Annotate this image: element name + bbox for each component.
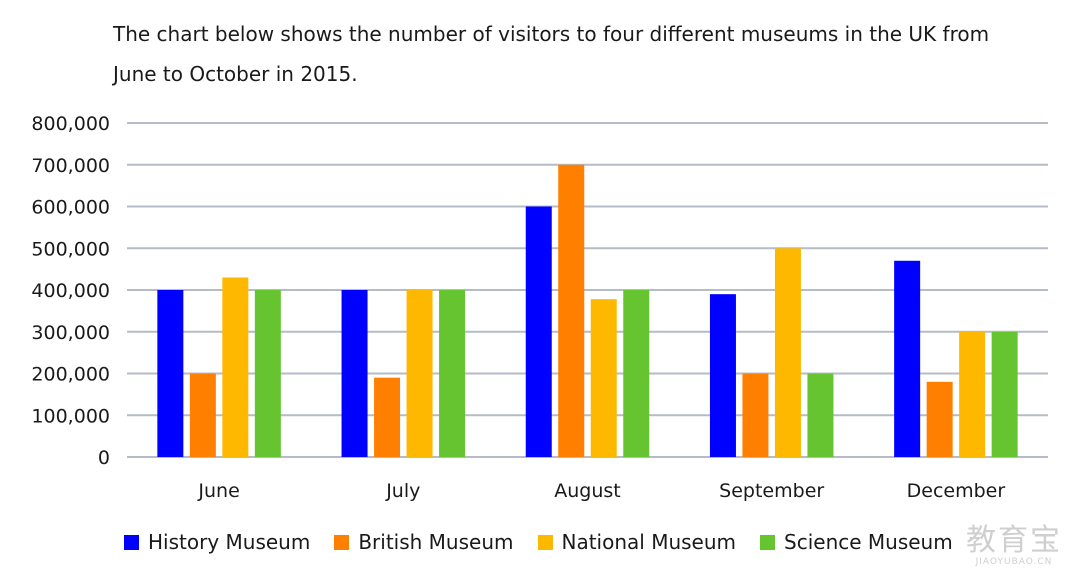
- bar: [341, 290, 368, 457]
- bar: [525, 206, 552, 457]
- bar: [742, 373, 769, 457]
- bar-chart: 0 100,000 200,000 300,000 400,000 500,000 600,…: [31, 113, 1048, 502]
- bar: [222, 277, 249, 457]
- watermark-logo: 教育宝 JIAOYUBAO.CN: [966, 523, 1062, 568]
- y-tick-label: 100,000: [31, 405, 110, 427]
- legend-label-british: British Museum: [358, 530, 514, 554]
- x-tick-label: July: [385, 480, 420, 502]
- bar: [558, 164, 585, 457]
- y-tick-label: 700,000: [31, 155, 110, 177]
- chart-legend: History Museum British Museum National M…: [124, 530, 977, 554]
- x-tick-label: December: [907, 480, 1006, 502]
- bar: [157, 290, 184, 457]
- bar: [189, 373, 216, 457]
- y-tick-label: 800,000: [31, 113, 110, 135]
- x-tick-label: June: [197, 480, 239, 502]
- y-tick-label: 0: [98, 447, 110, 469]
- legend-swatch-history: [124, 534, 139, 550]
- bar: [959, 331, 986, 457]
- bar: [709, 294, 736, 457]
- bar: [807, 373, 834, 457]
- legend-item-history: History Museum: [124, 530, 310, 554]
- bar: [623, 290, 650, 457]
- bar: [991, 331, 1018, 457]
- legend-label-national: National Museum: [561, 530, 737, 554]
- bar: [406, 290, 433, 457]
- bar: [774, 248, 801, 457]
- bar: [374, 377, 401, 457]
- legend-item-national: National Museum: [537, 530, 737, 554]
- watermark-main-text: 教育宝: [966, 523, 1062, 558]
- x-tick-label: August: [554, 480, 621, 502]
- bar: [590, 299, 617, 457]
- bar: [894, 260, 921, 457]
- legend-label-science: Science Museum: [784, 530, 953, 554]
- bar: [439, 290, 466, 457]
- bar: [926, 381, 953, 457]
- legend-swatch-british: [334, 534, 350, 550]
- chart-title: The chart below shows the number of visi…: [113, 22, 990, 86]
- y-tick-label: 200,000: [31, 364, 110, 386]
- x-tick-label: September: [719, 480, 824, 502]
- legend-swatch-national: [537, 534, 553, 550]
- y-tick-label: 500,000: [31, 238, 110, 260]
- y-tick-label: 400,000: [31, 280, 110, 302]
- y-tick-label: 300,000: [31, 322, 110, 344]
- y-tick-label: 600,000: [31, 197, 110, 219]
- legend-item-science: Science Museum: [760, 530, 953, 554]
- legend-item-british: British Museum: [334, 530, 514, 554]
- legend-swatch-science: [760, 534, 776, 550]
- bar: [254, 290, 281, 457]
- legend-label-history: History Museum: [148, 530, 311, 554]
- watermark-sub-text: JIAOYUBAO.CN: [975, 557, 1053, 567]
